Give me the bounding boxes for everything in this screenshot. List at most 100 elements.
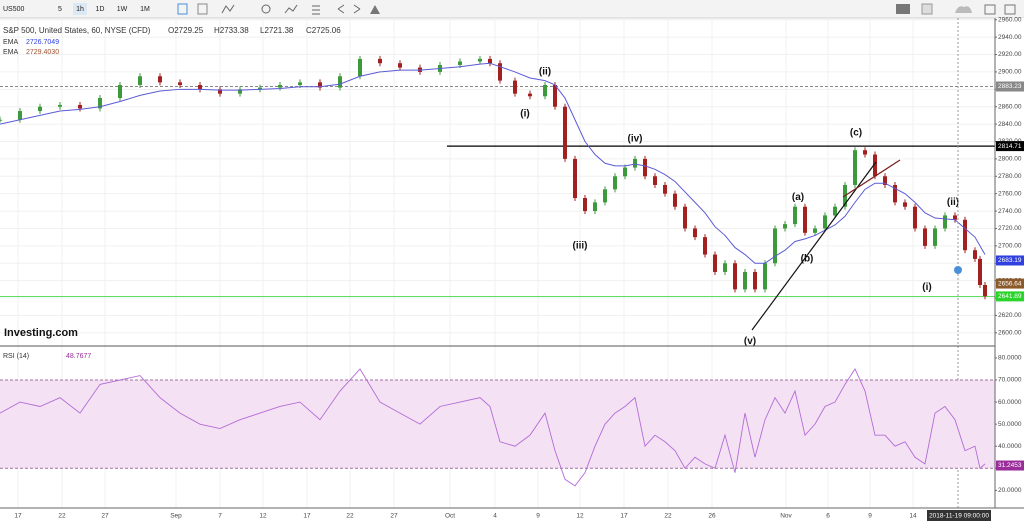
- rsi-panel: [0, 368, 995, 487]
- price-tag-label: 2683.19: [998, 257, 1022, 264]
- event-marker[interactable]: [954, 266, 962, 274]
- icon-undo[interactable]: [337, 4, 345, 14]
- candle: [933, 228, 937, 246]
- y-tick-label: 2920.00: [998, 51, 1022, 58]
- trend-line: [751, 161, 877, 331]
- wave-label: (ii): [539, 67, 551, 78]
- interval-button[interactable]: 1M: [140, 6, 150, 13]
- y-tick-label: 2780.00: [998, 173, 1022, 180]
- y-tick-label: 2960.00: [998, 16, 1022, 23]
- indicator-value: 2729.4030: [26, 49, 59, 56]
- y-tick-label: 2800.00: [998, 156, 1022, 163]
- candle: [733, 263, 737, 290]
- icon-indicators[interactable]: [284, 4, 298, 14]
- candle: [78, 104, 82, 109]
- rsi-tag: [996, 460, 1024, 471]
- x-tick-label: 22: [346, 513, 354, 520]
- x-tick-label: 9: [536, 513, 540, 520]
- candle: [823, 215, 827, 229]
- icon-window[interactable]: [984, 4, 996, 15]
- candle: [398, 63, 402, 68]
- candle: [238, 89, 242, 94]
- icon-camera[interactable]: [896, 4, 910, 14]
- icon-bars[interactable]: [197, 3, 208, 15]
- candle: [763, 263, 767, 290]
- rsi-tick-label: 80.0000: [998, 355, 1022, 362]
- candle: [338, 76, 342, 88]
- candle: [863, 150, 867, 155]
- interval-button[interactable]: 1h: [76, 6, 84, 13]
- candle: [643, 158, 647, 177]
- price-tag: [996, 255, 1024, 266]
- icon-redo[interactable]: [353, 4, 361, 14]
- y-tick-label: 2860.00: [998, 103, 1022, 110]
- indicator-value: 2726.7049: [26, 39, 59, 46]
- y-tick-label: 2600.00: [998, 330, 1022, 337]
- rsi-tick-label: 20.0000: [998, 487, 1022, 494]
- price-plot: (i) (ii) (iii) (iv) (v) (a) (b) (c) (i) (ii): [0, 55, 987, 347]
- candle: [543, 84, 547, 97]
- candle: [953, 215, 957, 220]
- price-tag-label: 2883.23: [998, 83, 1022, 90]
- wave-label: (i): [922, 282, 931, 293]
- price-tag-label: 2641.89: [998, 293, 1022, 300]
- candle: [318, 82, 322, 88]
- indicator-name: EMA: [3, 49, 19, 56]
- x-tick-label: Nov: [780, 513, 792, 520]
- candle: [623, 167, 627, 177]
- x-tick-label: 6: [826, 513, 830, 520]
- symbol[interactable]: US500: [3, 6, 25, 13]
- candle: [978, 258, 982, 285]
- candle: [198, 84, 202, 90]
- price-tag: [996, 81, 1024, 92]
- interval-active: [73, 3, 87, 15]
- candle: [573, 158, 577, 199]
- candle: [513, 80, 517, 94]
- icon-fullscreen[interactable]: [1004, 4, 1016, 15]
- wave-label: (a): [792, 192, 804, 203]
- interval-buttons: 5 1h 1D 1W 1M: [58, 3, 150, 15]
- candle: [0, 119, 2, 121]
- icon-draw[interactable]: [312, 5, 320, 15]
- interval-button[interactable]: 1D: [96, 6, 105, 13]
- ohlc-value: C2725.06: [306, 26, 341, 35]
- y-tick-label: 2720.00: [998, 225, 1022, 232]
- candle: [693, 228, 697, 238]
- interval-button[interactable]: 1W: [117, 6, 128, 13]
- icon-cloud[interactable]: [955, 6, 972, 13]
- y-tick-label: 2900.00: [998, 69, 1022, 76]
- candle: [663, 184, 667, 194]
- icon-alert[interactable]: [370, 5, 380, 14]
- wave-label: (b): [801, 254, 814, 265]
- candle: [673, 193, 677, 207]
- candle: [458, 61, 462, 65]
- interval-button[interactable]: 5: [58, 6, 62, 13]
- candle: [793, 206, 797, 225]
- indicator-name: EMA: [3, 39, 19, 46]
- icon-candles[interactable]: [177, 3, 188, 15]
- candle: [783, 224, 787, 229]
- candle: [18, 111, 22, 120]
- candle: [923, 228, 927, 246]
- candle: [478, 58, 482, 62]
- candle: [488, 58, 492, 64]
- wave-label: (c): [850, 127, 862, 138]
- candle: [983, 284, 987, 297]
- x-tick-label: 17: [14, 513, 22, 520]
- price-tag-label: 2656.64: [998, 280, 1022, 287]
- candle: [913, 206, 917, 229]
- ohlc-value: O2729.25: [168, 26, 204, 35]
- candle: [853, 150, 857, 185]
- x-tick-label: 17: [620, 513, 628, 520]
- icon-layout[interactable]: [921, 3, 933, 15]
- candle: [963, 219, 967, 251]
- candle: [258, 87, 262, 90]
- rsi-band: [0, 380, 995, 469]
- icon-line[interactable]: [221, 4, 235, 14]
- price-tag: [996, 291, 1024, 302]
- x-tick-label: 12: [259, 513, 267, 520]
- x-tick-label: 26: [708, 513, 716, 520]
- price-tag: [996, 278, 1024, 289]
- candle: [723, 263, 727, 272]
- icon-settings[interactable]: [261, 4, 271, 14]
